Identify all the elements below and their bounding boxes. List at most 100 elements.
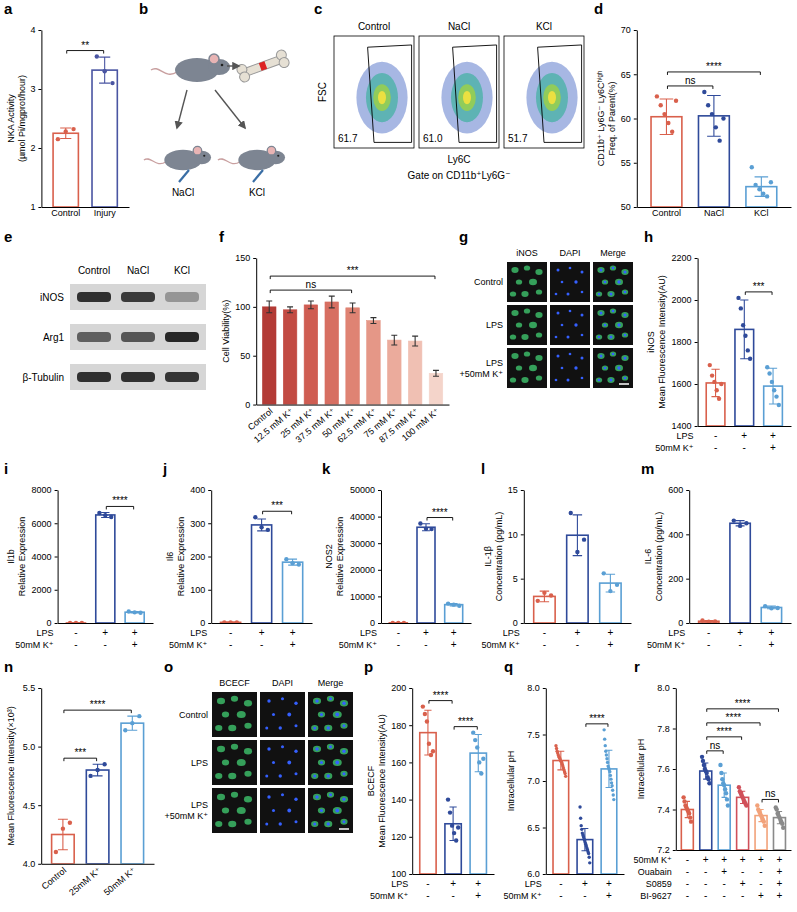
nucleus-stain <box>294 724 297 727</box>
cell-stain <box>222 760 229 766</box>
data-point <box>763 604 767 608</box>
condition-sign: - <box>686 866 689 877</box>
condition-sign: - <box>397 639 400 650</box>
column-label: DAPI <box>559 248 580 258</box>
annotations: *** <box>263 500 292 514</box>
condition-label: BI-9627 <box>640 891 672 901</box>
bar <box>283 310 297 405</box>
cell-stain <box>217 746 225 752</box>
nucleus-stain <box>561 324 564 327</box>
nucleus-stain <box>294 798 297 801</box>
condition-label: 50mM K⁺ <box>655 443 694 453</box>
y-tick-label: 10 <box>508 530 518 540</box>
y-tick-mark <box>673 688 676 689</box>
data-point <box>710 373 714 377</box>
y-axis: 4.04.55.05.5 <box>23 683 42 869</box>
y-tick-mark <box>521 490 524 491</box>
cell-stain <box>529 322 537 328</box>
plot-frame <box>334 36 414 148</box>
data-point <box>743 334 747 338</box>
cell-stain <box>222 808 229 814</box>
y-axis: 050100150 <box>235 253 257 410</box>
y-tick-mark <box>543 828 546 829</box>
data-point <box>602 571 606 575</box>
cell-stain <box>318 712 325 718</box>
condition-sign: + <box>737 627 743 638</box>
cell-stain <box>237 759 246 766</box>
micrograph <box>212 788 257 833</box>
x-axis-line <box>698 426 791 427</box>
condition-sign: - <box>707 627 710 638</box>
cell-stain <box>327 696 334 702</box>
data-point <box>717 397 721 401</box>
condition-sign: + <box>450 878 456 889</box>
data-point <box>95 54 99 58</box>
cell-stain <box>340 700 348 706</box>
condition-sign: + <box>703 854 709 865</box>
cell-stain <box>324 773 332 779</box>
significance-label: **** <box>726 712 742 723</box>
nucleus-stain <box>265 774 268 777</box>
condition-sign: + <box>132 639 138 650</box>
nucleus-stain <box>566 292 569 295</box>
y-tick-label: 0 <box>370 618 375 628</box>
condition-label: 50mM K⁺ <box>169 640 208 650</box>
data-point <box>712 380 716 384</box>
condition-sign: - <box>74 627 77 638</box>
bar <box>408 341 422 405</box>
panel: j0100200300400Il6Relative ExpressionLPS-… <box>162 460 313 650</box>
y-tick: 180 <box>391 721 412 731</box>
nucleus-stain <box>580 356 583 359</box>
event-density <box>543 84 561 111</box>
data-point <box>575 550 579 554</box>
error-bar <box>424 710 431 755</box>
nucleus-stain <box>556 354 559 357</box>
data-point <box>471 730 475 734</box>
data-point <box>615 583 619 587</box>
y-tick-mark <box>208 590 211 591</box>
significance-label: ns <box>685 75 696 86</box>
y-tick-label: 400 <box>668 530 683 540</box>
condition-sign: + <box>606 890 612 901</box>
data-point <box>707 781 711 785</box>
annotations: *** <box>745 281 772 295</box>
data-point <box>762 819 766 823</box>
bar <box>262 307 276 405</box>
condition-sign: - <box>426 890 429 901</box>
cell-stain <box>602 279 608 284</box>
membrane <box>70 364 206 390</box>
nucleus-stain <box>281 745 284 748</box>
x-axis-title: Ly6C <box>448 154 471 165</box>
y-tick-label: 0 <box>513 618 518 628</box>
x-tick-label: 50mM K⁺ <box>102 865 138 897</box>
cell-stain <box>511 267 518 273</box>
y-tick-label: 100 <box>391 869 406 879</box>
y-tick-mark <box>378 623 381 624</box>
data-point <box>744 803 748 807</box>
condition-sign: - <box>759 878 762 889</box>
x-tick-label: Control <box>51 208 80 218</box>
cell-stain <box>622 375 628 380</box>
x-tick: KCl <box>754 208 769 218</box>
y-tick-label: 7.4 <box>657 805 670 815</box>
x-tick-label: 25mM K⁺ <box>67 865 103 897</box>
bar <box>737 797 749 850</box>
syringe <box>179 170 189 182</box>
data-point <box>427 742 431 746</box>
nucleus-stain <box>581 377 584 380</box>
data-point <box>130 721 134 725</box>
cell-stain <box>217 794 225 800</box>
mouse-ear <box>209 54 219 64</box>
x-axis-line <box>382 623 472 624</box>
y-tick-mark <box>55 623 58 624</box>
panel-letter: h <box>644 228 653 245</box>
data-point <box>713 619 717 623</box>
y-axis: 051015 <box>508 485 525 628</box>
panel: q6.06.57.07.58.0Intracellular pHLPS-++50… <box>504 658 625 901</box>
panel-letter: a <box>4 0 13 17</box>
cell-stain <box>327 792 334 798</box>
error-bar <box>266 301 272 313</box>
data-point <box>102 762 106 766</box>
condition-sign: - <box>704 866 707 877</box>
cell-stain <box>237 807 246 814</box>
